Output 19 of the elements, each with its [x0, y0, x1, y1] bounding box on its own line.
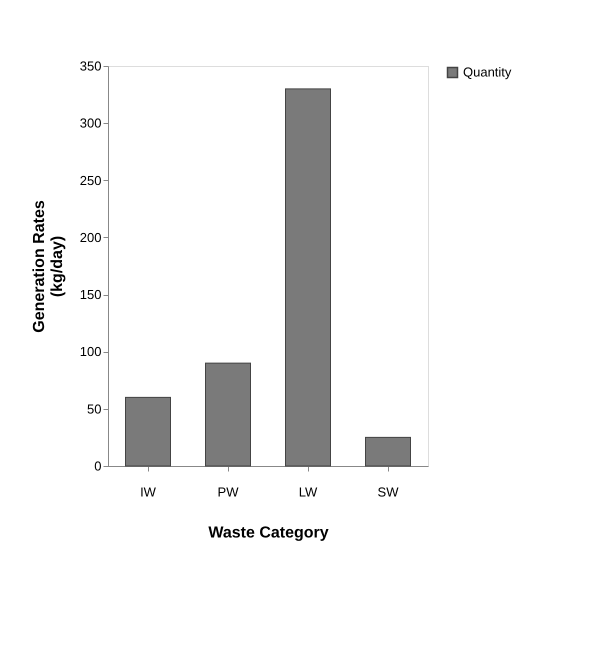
y-tick-label: 150: [80, 287, 102, 302]
x-tick-label: SW: [378, 484, 400, 500]
bar: [125, 396, 171, 466]
y-tick-label: 300: [80, 116, 102, 131]
y-axis-title: Generation Rates (kg/day): [30, 200, 66, 333]
x-axis-title: Waste Category: [208, 524, 329, 542]
x-tick-label: PW: [218, 484, 240, 500]
y-tick-label: 200: [80, 230, 102, 245]
y-tick-label: 50: [87, 401, 102, 416]
bar: [365, 436, 411, 466]
bar: [205, 362, 251, 466]
y-tick-label: 100: [80, 344, 102, 360]
y-tick-label: 0: [94, 458, 102, 474]
y-tick-label: 350: [80, 58, 102, 74]
x-tick-label: LW: [298, 484, 318, 500]
y-tick-label: 250: [80, 172, 102, 188]
x-tick-label: IW: [140, 484, 157, 500]
legend-label: Quantity: [463, 64, 512, 80]
bar: [285, 88, 331, 466]
